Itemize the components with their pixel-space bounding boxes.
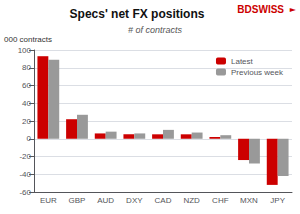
svg-text:CHF: CHF [212,196,229,205]
svg-text:80: 80 [22,63,31,72]
svg-text:Latest: Latest [231,57,254,66]
svg-text:-40: -40 [19,170,31,179]
svg-text:40: 40 [22,99,31,108]
svg-text:NZD: NZD [183,196,200,205]
svg-text:GBP: GBP [69,196,86,205]
svg-text:000 contracts: 000 contracts [4,35,52,44]
svg-text:MXN: MXN [240,196,258,205]
svg-text:Specs' net FX positions: Specs' net FX positions [70,7,205,21]
svg-text:100: 100 [18,46,32,55]
svg-text:-20: -20 [19,152,31,161]
svg-text:0: 0 [27,134,32,143]
svg-text:60: 60 [22,81,31,90]
svg-text:DXY: DXY [126,196,143,205]
svg-text:CAD: CAD [155,196,172,205]
svg-text:# of contracts: # of contracts [128,25,183,35]
svg-text:►: ► [290,5,297,14]
svg-text:-60: -60 [19,188,31,197]
svg-text:Previous week: Previous week [231,68,284,77]
svg-text:AUD: AUD [97,196,114,205]
svg-text:JPY: JPY [270,196,285,205]
svg-text:EUR: EUR [40,196,57,205]
svg-text:20: 20 [22,117,31,126]
svg-text:BDSWISS: BDSWISS [237,4,284,15]
